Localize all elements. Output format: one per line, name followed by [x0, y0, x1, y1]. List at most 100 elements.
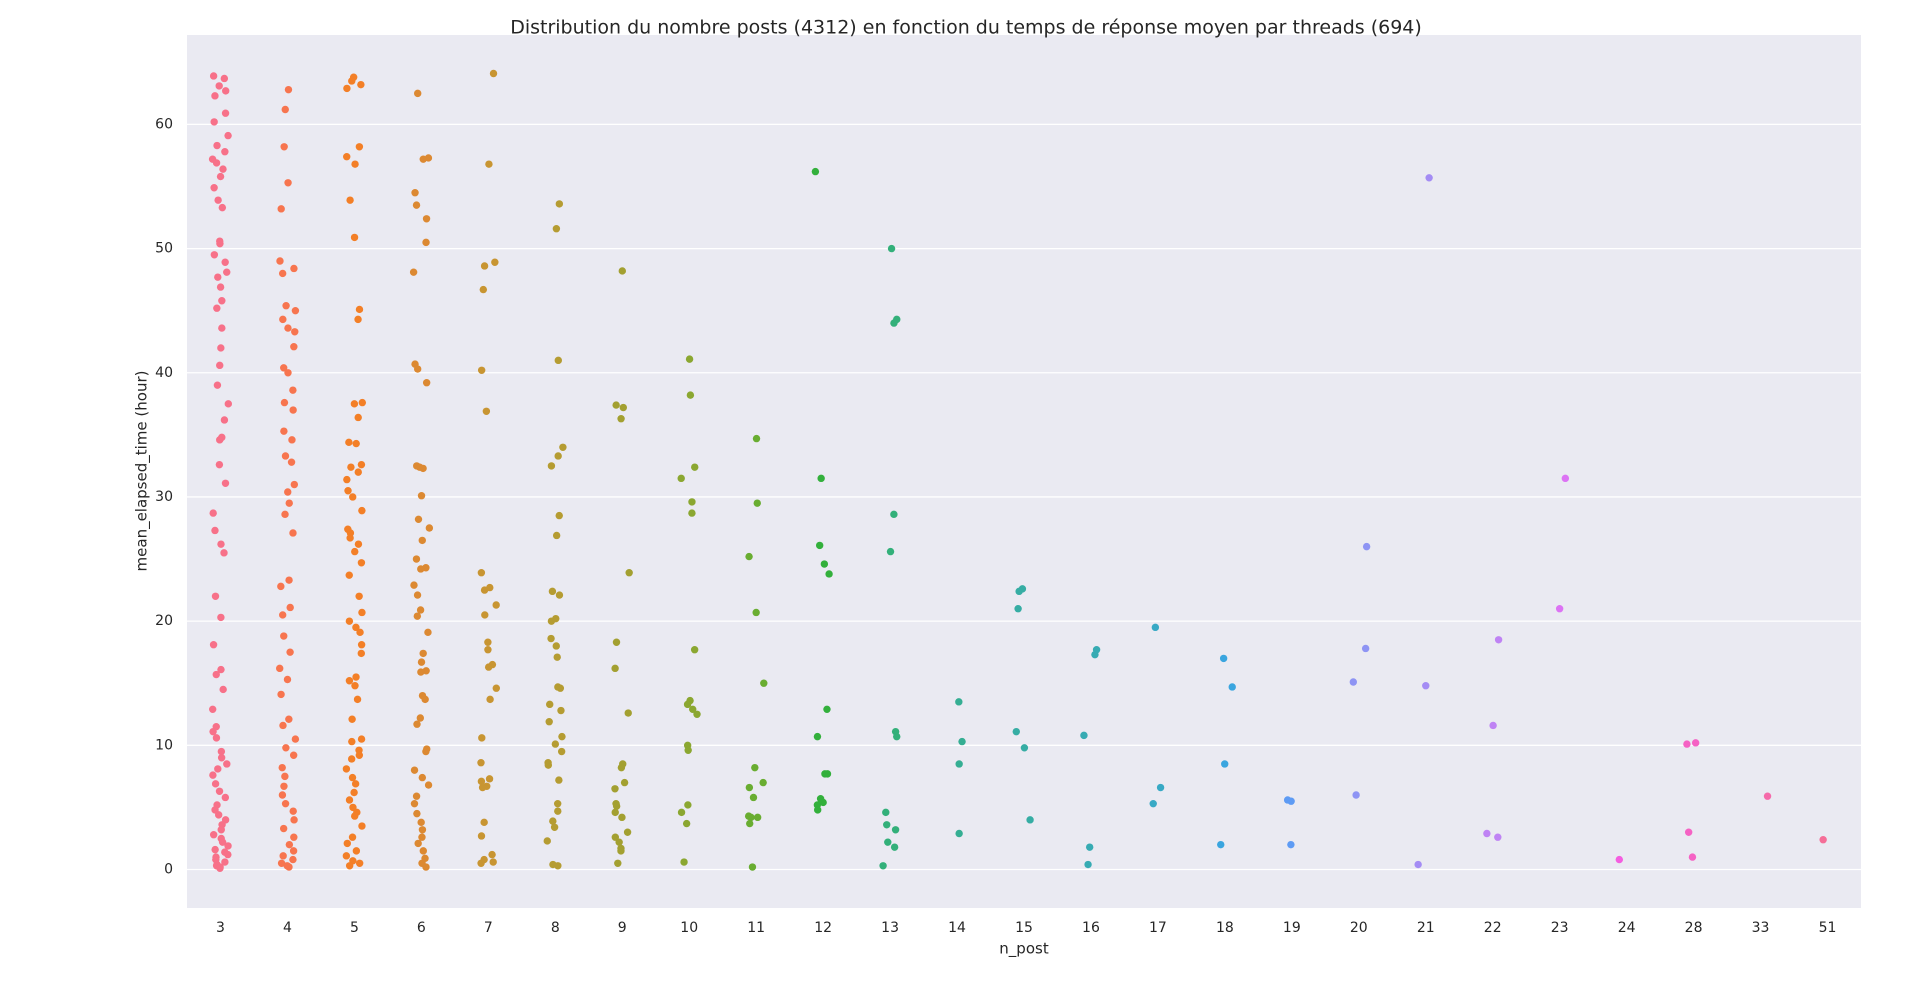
- point: [345, 438, 353, 447]
- point: [282, 744, 290, 752]
- point: [1228, 683, 1236, 691]
- point: [480, 262, 489, 270]
- point: [555, 200, 564, 208]
- y-tick-label: 40: [155, 365, 173, 381]
- point: [351, 547, 359, 556]
- point: [353, 695, 362, 704]
- x-tick-label: 21: [1417, 920, 1435, 936]
- point: [219, 165, 227, 173]
- point: [623, 828, 632, 836]
- point: [884, 838, 892, 846]
- point: [209, 727, 217, 736]
- point: [412, 792, 421, 800]
- point: [890, 510, 898, 519]
- point: [1015, 587, 1023, 596]
- point: [221, 793, 230, 802]
- point: [482, 407, 491, 415]
- y-tick-label: 60: [155, 116, 173, 132]
- point: [419, 464, 427, 473]
- point: [221, 479, 230, 487]
- point: [611, 785, 619, 793]
- point: [284, 85, 293, 94]
- point: [279, 852, 287, 860]
- point: [477, 759, 485, 767]
- y-axis-label: mean_elapsed_time (hour): [133, 371, 152, 572]
- point: [281, 510, 289, 519]
- point: [217, 754, 226, 762]
- point: [477, 832, 486, 840]
- point: [618, 813, 626, 822]
- point: [355, 143, 364, 151]
- point: [1156, 783, 1165, 792]
- point: [684, 746, 692, 754]
- point: [554, 862, 562, 870]
- point: [612, 638, 621, 646]
- point: [410, 581, 418, 589]
- point: [289, 847, 298, 855]
- point: [753, 813, 762, 822]
- point: [289, 807, 297, 815]
- point: [554, 356, 563, 365]
- point: [354, 315, 362, 324]
- point: [217, 344, 225, 352]
- point: [752, 434, 761, 443]
- point: [220, 74, 229, 83]
- point: [612, 802, 621, 810]
- point: [554, 807, 562, 815]
- point: [411, 189, 419, 197]
- point: [279, 315, 287, 324]
- point: [280, 364, 288, 372]
- point: [288, 436, 296, 444]
- point: [217, 665, 225, 674]
- point: [690, 646, 699, 654]
- point: [351, 160, 359, 168]
- point: [617, 763, 626, 772]
- point: [221, 148, 229, 156]
- point: [480, 818, 488, 827]
- x-tick-label: 11: [747, 920, 765, 936]
- x-tick-label: 3: [216, 920, 225, 936]
- point: [281, 799, 290, 808]
- point: [285, 840, 294, 849]
- x-axis-label: n_post: [999, 940, 1049, 959]
- x-tick-label: 8: [551, 920, 560, 936]
- point: [813, 806, 822, 814]
- point: [214, 273, 222, 281]
- point: [555, 511, 563, 520]
- point: [478, 783, 487, 792]
- point: [215, 787, 224, 795]
- point: [1014, 605, 1022, 613]
- point: [491, 258, 499, 266]
- point: [1026, 816, 1034, 824]
- point: [624, 709, 632, 717]
- y-tick-label: 0: [164, 862, 173, 878]
- point: [425, 524, 434, 532]
- point: [484, 638, 492, 646]
- point: [1683, 740, 1691, 748]
- point: [285, 499, 293, 507]
- point: [289, 855, 297, 864]
- plot-area: [187, 35, 1861, 908]
- x-tick-label: 7: [484, 920, 493, 936]
- point: [414, 89, 422, 98]
- point: [548, 587, 557, 596]
- point: [279, 721, 287, 730]
- point: [614, 859, 622, 867]
- point: [281, 772, 289, 781]
- x-tick-label: 17: [1149, 920, 1167, 936]
- point: [815, 541, 824, 550]
- point: [358, 608, 366, 617]
- point: [213, 381, 222, 389]
- point: [414, 515, 423, 524]
- point: [1684, 828, 1693, 836]
- x-tick-label: 5: [350, 920, 359, 936]
- point: [348, 737, 356, 746]
- point: [209, 705, 217, 714]
- point: [410, 799, 419, 808]
- point: [689, 705, 697, 714]
- point: [553, 653, 561, 661]
- point: [552, 642, 560, 650]
- point: [214, 196, 222, 204]
- point: [221, 858, 229, 866]
- point: [285, 863, 293, 871]
